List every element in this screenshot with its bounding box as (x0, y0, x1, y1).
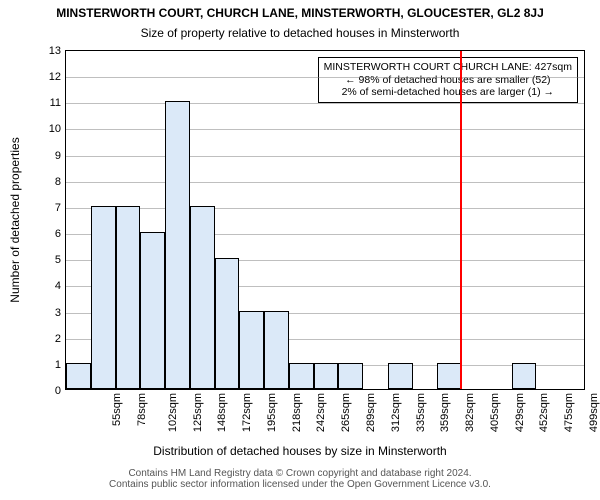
histogram-bar (215, 258, 240, 389)
y-tick-label: 12 (49, 71, 66, 83)
histogram-bar (91, 206, 116, 389)
y-tick-label: 3 (55, 307, 66, 319)
x-tick-label: 312sqm (390, 393, 402, 432)
footnote-line-2: Contains public sector information licen… (109, 479, 491, 490)
x-tick-label: 335sqm (415, 393, 427, 432)
x-tick-label: 242sqm (316, 393, 328, 432)
histogram-bar (437, 363, 462, 389)
marker-line (460, 51, 462, 389)
x-tick-label: 499sqm (588, 393, 600, 432)
histogram-bar (190, 206, 215, 389)
y-tick-label: 13 (49, 45, 66, 57)
histogram-bar (338, 363, 363, 389)
chart-footnote: Contains HM Land Registry data © Crown c… (0, 468, 600, 490)
y-tick-label: 4 (55, 280, 66, 292)
x-tick-label: 148sqm (217, 393, 229, 432)
x-tick-label: 265sqm (340, 393, 352, 432)
y-axis-title: Number of detached properties (8, 137, 22, 302)
y-tick-label: 8 (55, 176, 66, 188)
x-tick-label: 382sqm (464, 393, 476, 432)
y-tick-label: 11 (50, 97, 66, 109)
histogram-bar (314, 363, 339, 389)
y-tick-label: 9 (55, 150, 66, 162)
x-tick-label: 172sqm (241, 393, 253, 432)
x-axis-title: Distribution of detached houses by size … (0, 444, 600, 458)
x-tick-label: 429sqm (514, 393, 526, 432)
x-tick-label: 475sqm (563, 393, 575, 432)
y-tick-label: 1 (55, 359, 66, 371)
histogram-bar (140, 232, 165, 389)
y-tick-label: 2 (55, 333, 66, 345)
y-tick-label: 10 (49, 123, 66, 135)
y-tick-label: 6 (55, 228, 66, 240)
x-tick-label: 195sqm (266, 393, 278, 432)
x-tick-label: 289sqm (365, 393, 377, 432)
plot-area: MINSTERWORTH COURT CHURCH LANE: 427sqm ←… (65, 50, 585, 390)
x-tick-label: 405sqm (489, 393, 501, 432)
chart-title: MINSTERWORTH COURT, CHURCH LANE, MINSTER… (0, 6, 600, 20)
histogram-bar (264, 311, 289, 389)
info-line-1: MINSTERWORTH COURT CHURCH LANE: 427sqm (324, 61, 572, 74)
y-tick-label: 0 (55, 385, 66, 397)
histogram-bar (289, 363, 314, 389)
histogram-bar (512, 363, 537, 389)
info-line-3: 2% of semi-detached houses are larger (1… (324, 86, 572, 99)
histogram-chart: MINSTERWORTH COURT, CHURCH LANE, MINSTER… (0, 0, 600, 500)
marker-info-box: MINSTERWORTH COURT CHURCH LANE: 427sqm ←… (318, 57, 578, 103)
x-tick-label: 125sqm (192, 393, 204, 432)
footnote-line-1: Contains HM Land Registry data © Crown c… (128, 468, 471, 479)
info-line-2: ← 98% of detached houses are smaller (52… (324, 74, 572, 87)
chart-subtitle: Size of property relative to detached ho… (0, 26, 600, 40)
x-tick-label: 102sqm (167, 393, 179, 432)
histogram-bar (66, 363, 91, 389)
x-tick-label: 218sqm (291, 393, 303, 432)
histogram-bar (165, 101, 190, 389)
histogram-bar (116, 206, 141, 389)
y-tick-label: 5 (55, 254, 66, 266)
histogram-bar (239, 311, 264, 389)
histogram-bar (388, 363, 413, 389)
x-tick-label: 452sqm (538, 393, 550, 432)
y-tick-label: 7 (55, 202, 66, 214)
x-tick-label: 55sqm (111, 393, 123, 426)
x-tick-label: 78sqm (136, 393, 148, 426)
x-tick-label: 359sqm (439, 393, 451, 432)
